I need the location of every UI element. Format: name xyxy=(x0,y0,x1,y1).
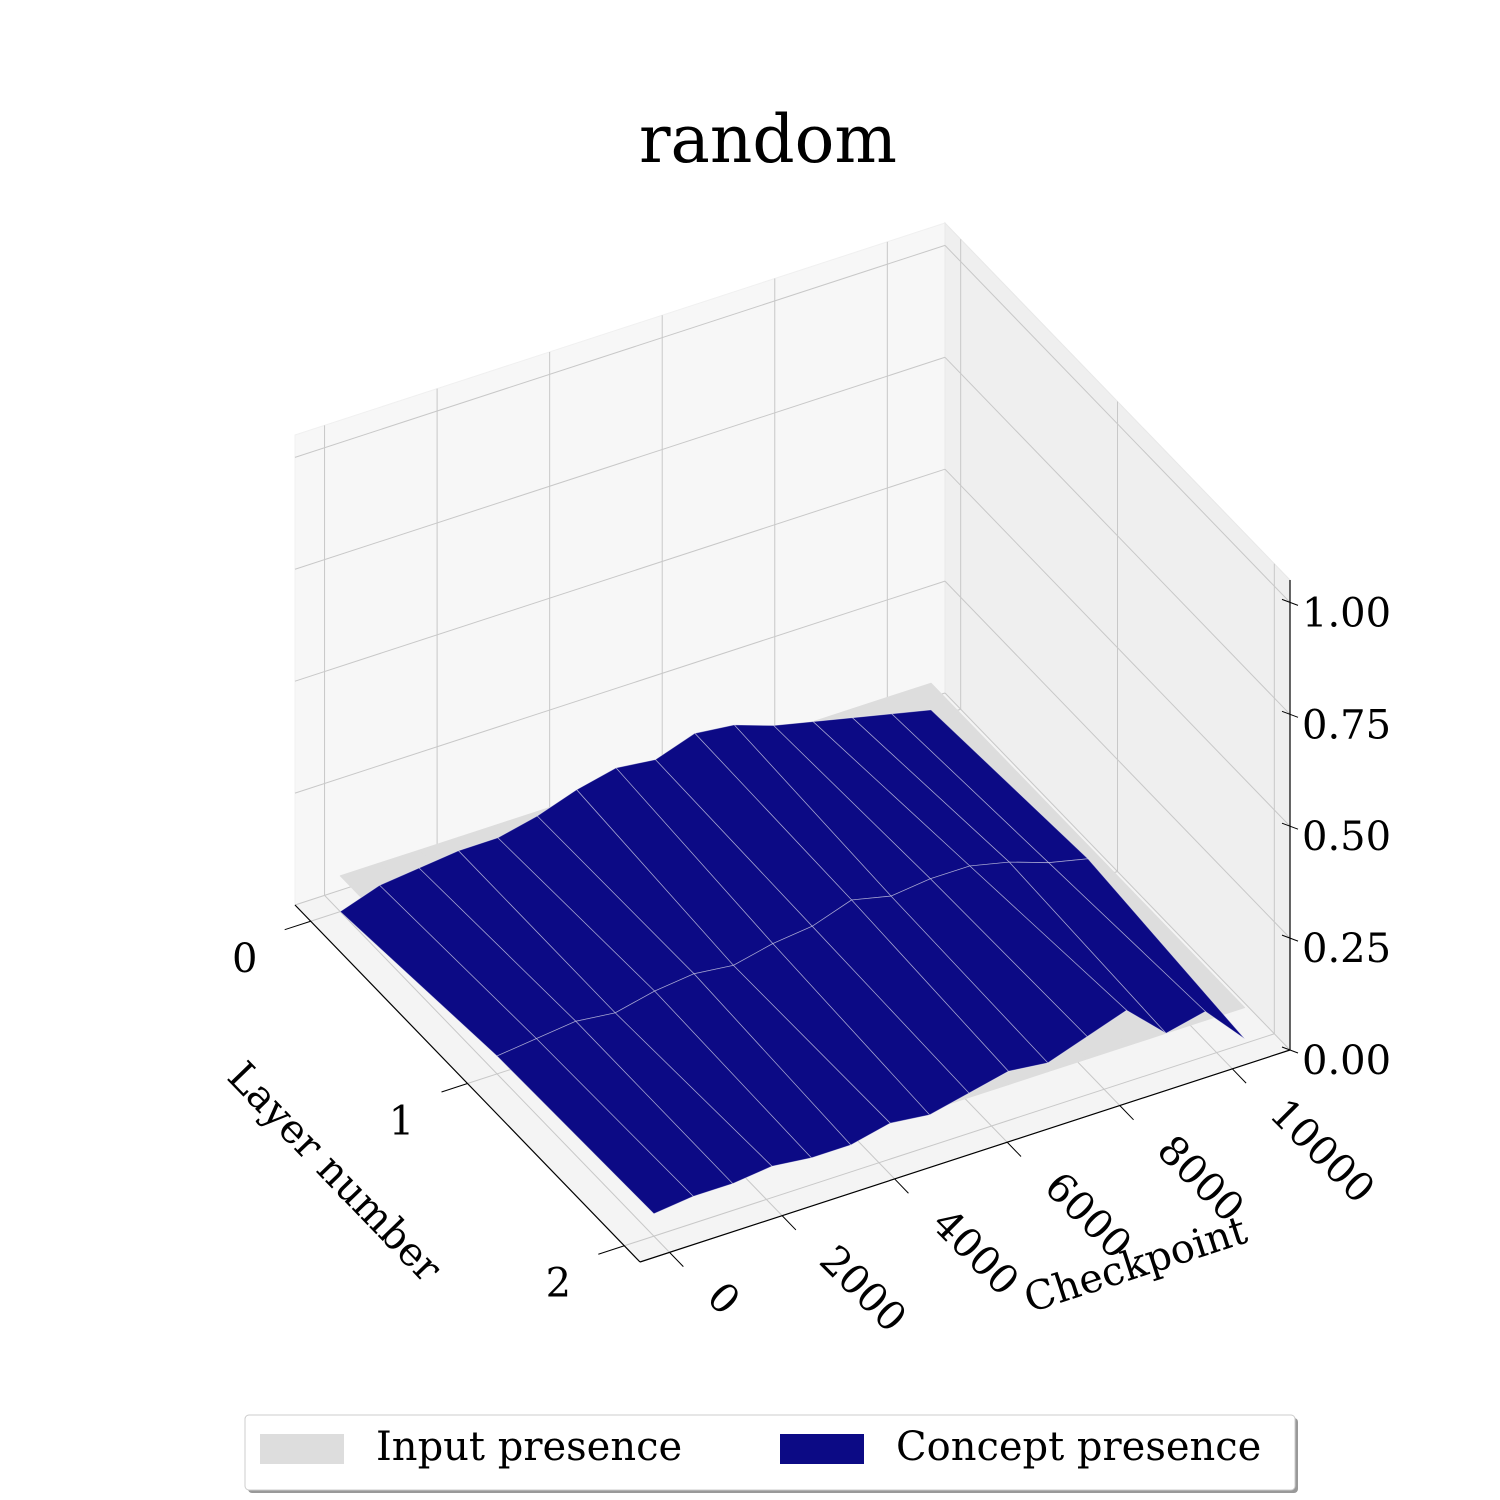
z-tick-label: 1.00 xyxy=(1302,590,1391,636)
x-tick xyxy=(781,1215,797,1231)
surface-cell xyxy=(1008,861,1206,1034)
z-tick-label: 0.75 xyxy=(1302,702,1391,748)
z-tick-label: 0.25 xyxy=(1302,926,1391,972)
chart-title: random xyxy=(639,101,897,178)
legend-label: Concept presence xyxy=(896,1424,1261,1470)
z-tick xyxy=(1281,822,1299,830)
grid-line xyxy=(944,692,1291,1051)
x-tick xyxy=(894,1178,909,1194)
grid-line xyxy=(294,468,946,682)
x-tick xyxy=(1231,1068,1247,1084)
y-tick-label: 0 xyxy=(232,936,257,982)
surface-cell xyxy=(890,878,1088,1064)
grid-line xyxy=(944,468,1291,827)
grid-line xyxy=(294,244,946,458)
x-tick-label: 2000 xyxy=(810,1237,915,1342)
surface-cell xyxy=(930,865,1127,1037)
x-tick-label: 0 xyxy=(698,1274,749,1325)
z-tick xyxy=(1281,598,1299,606)
y-tick-label: 1 xyxy=(389,1098,414,1144)
z-tick-label: 0.50 xyxy=(1302,814,1391,860)
grid-line xyxy=(294,356,946,570)
grid-line xyxy=(944,356,1291,715)
z-tick xyxy=(1281,934,1299,942)
x-tick-label: 10000 xyxy=(1261,1090,1384,1213)
grid-line xyxy=(624,1033,1275,1247)
x-tick-label: 4000 xyxy=(923,1200,1028,1305)
x-tick xyxy=(669,1252,684,1267)
y-tick-label: 2 xyxy=(546,1261,571,1307)
legend-label: Input presence xyxy=(376,1424,682,1470)
axis-line xyxy=(639,1049,1291,1263)
surface-cell xyxy=(851,895,1049,1072)
grid-line xyxy=(944,580,1291,939)
surface-cell xyxy=(496,1038,694,1215)
z-tick xyxy=(1281,1046,1299,1054)
x-axis-label: Checkpoint xyxy=(1019,1207,1253,1322)
z-tick-label: 0.00 xyxy=(1302,1038,1391,1084)
x-tick xyxy=(1006,1141,1022,1157)
legend-swatch xyxy=(260,1434,344,1464)
grid-line xyxy=(294,580,946,794)
y-tick xyxy=(598,1245,625,1255)
legend-item: Input presence xyxy=(260,1424,682,1470)
x-tick xyxy=(1119,1105,1134,1121)
legend-box xyxy=(244,1414,1296,1491)
legend: Input presence Concept presence xyxy=(244,1414,1298,1493)
z-tick xyxy=(1281,710,1299,718)
legend-swatch xyxy=(780,1434,864,1464)
y-tick xyxy=(284,920,311,931)
y-axis-label: Layer number xyxy=(218,1053,451,1292)
grid-line xyxy=(944,245,1291,603)
surfaces xyxy=(339,682,1246,1215)
y-tick xyxy=(441,1083,468,1093)
legend-item: Concept presence xyxy=(780,1424,1261,1470)
